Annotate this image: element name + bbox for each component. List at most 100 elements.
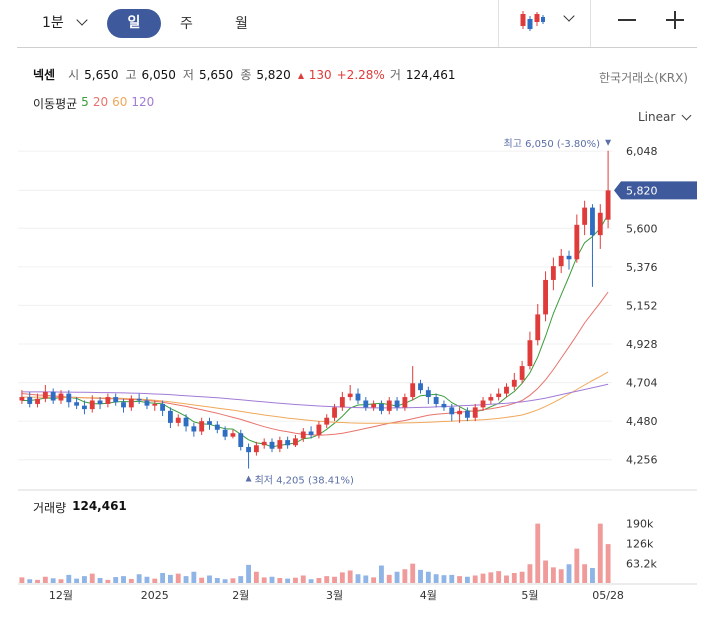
candle-body [222, 429, 228, 437]
candle-body [379, 403, 384, 411]
candle-body [253, 445, 259, 453]
volume-bar [511, 573, 517, 583]
change-value: 130 [308, 68, 332, 82]
candle-body [269, 441, 275, 449]
high-marker-arrow [605, 139, 612, 146]
volume-bar [121, 576, 126, 583]
moving-average-line-60 [21, 371, 609, 424]
candle-body [511, 379, 517, 387]
volume-bar [386, 574, 392, 583]
volume-bar [74, 578, 80, 583]
candle-body [457, 410, 463, 415]
candle-body [504, 386, 509, 394]
volume-bar [566, 564, 572, 583]
volume-bar [535, 523, 541, 583]
chart-type-selector[interactable] [498, 0, 591, 47]
volume-bar [582, 564, 588, 583]
volume-bar [472, 575, 478, 583]
volume-bar [113, 577, 119, 583]
volume-bar [425, 571, 431, 583]
volume-bar [363, 575, 369, 583]
candle-body [394, 400, 400, 408]
volume-bar [214, 578, 220, 583]
quote-summary: 넥센 시 5,650 고 6,050 저 5,650 종 5,820 130 +… [33, 66, 457, 83]
moving-average-legend[interactable]: 이동평균 5 20 60 120 [33, 95, 154, 112]
volume-bar [136, 574, 142, 583]
candle-body [425, 390, 431, 398]
interval-dropdown[interactable]: 1분 [42, 12, 88, 32]
scale-dropdown[interactable]: Linear [638, 110, 692, 124]
high-value: 6,050 [141, 68, 176, 82]
candle-body [58, 393, 64, 401]
volume-bar [332, 576, 337, 583]
volume-bar [324, 576, 330, 583]
volume-bar [230, 578, 236, 583]
plus-icon[interactable] [665, 10, 685, 30]
volume-tick-label: 126k [626, 538, 654, 551]
candle-body [35, 398, 40, 404]
candle-body [582, 207, 588, 225]
candle-body [550, 266, 556, 280]
volume-bar [457, 576, 463, 583]
volume-bar [35, 579, 40, 583]
ma-60: 60 [112, 95, 128, 109]
candle-body [207, 421, 212, 425]
candle-body [558, 255, 564, 267]
candle-body [121, 402, 126, 408]
ma-20: 20 [92, 95, 109, 109]
open-value: 5,650 [84, 68, 119, 82]
moving-average-line-5 [21, 213, 609, 448]
candle-body [496, 393, 502, 398]
x-tick-label: 4월 [420, 589, 437, 602]
volume-bar [50, 578, 56, 583]
candle-body [230, 433, 236, 437]
volume-bar [144, 576, 150, 583]
volume-bar [379, 565, 384, 583]
tab-day[interactable]: 일 [107, 9, 161, 38]
moving-average-line-120 [21, 383, 609, 409]
volume-bar [597, 523, 603, 583]
volume-bar [191, 571, 197, 583]
volume-panel-value: 124,461 [72, 499, 127, 513]
high-marker-label: 최고 6,050 (-3.80%) [504, 138, 601, 150]
ma-label: 이동평균 [33, 97, 78, 111]
x-tick-label: 2025 [141, 589, 169, 602]
y-tick-label: 5,376 [626, 261, 658, 274]
candle-body [27, 397, 33, 404]
minus-icon[interactable] [617, 10, 637, 30]
volume-bar [27, 579, 33, 583]
volume-panel-label: 거래량 [33, 501, 67, 515]
candle-body [449, 407, 455, 415]
candle-body [50, 391, 56, 401]
close-label: 종 [240, 68, 252, 82]
candle-body [19, 397, 25, 401]
candle-body [519, 366, 525, 380]
candlestick-icon [519, 10, 545, 32]
x-tick-label: 3월 [326, 589, 343, 602]
candle-body [277, 440, 283, 449]
volume-bar [183, 576, 189, 583]
candle-body [464, 410, 470, 418]
volume-tick-label: 190k [626, 518, 654, 531]
volume-bar [19, 577, 25, 583]
volume-bar [128, 578, 134, 583]
tab-month[interactable]: 월 [235, 16, 248, 32]
volume-bar [519, 571, 525, 583]
tab-week[interactable]: 주 [180, 16, 193, 32]
candle-body [113, 397, 119, 403]
candle-body [363, 400, 369, 408]
candle-body [332, 407, 337, 418]
high-label: 고 [125, 68, 137, 82]
low-marker-label: 최저 4,205 (38.41%) [255, 475, 354, 487]
volume-bar [558, 569, 564, 583]
candle-body [238, 433, 244, 447]
candle-body [89, 400, 95, 410]
y-tick-label: 4,256 [626, 454, 658, 467]
volume-bar [207, 575, 212, 583]
volume-bar [410, 563, 416, 583]
candle-body [597, 212, 603, 236]
up-arrow-icon [297, 73, 304, 79]
volume-bar [152, 578, 158, 583]
x-tick-label: 2월 [232, 589, 249, 602]
